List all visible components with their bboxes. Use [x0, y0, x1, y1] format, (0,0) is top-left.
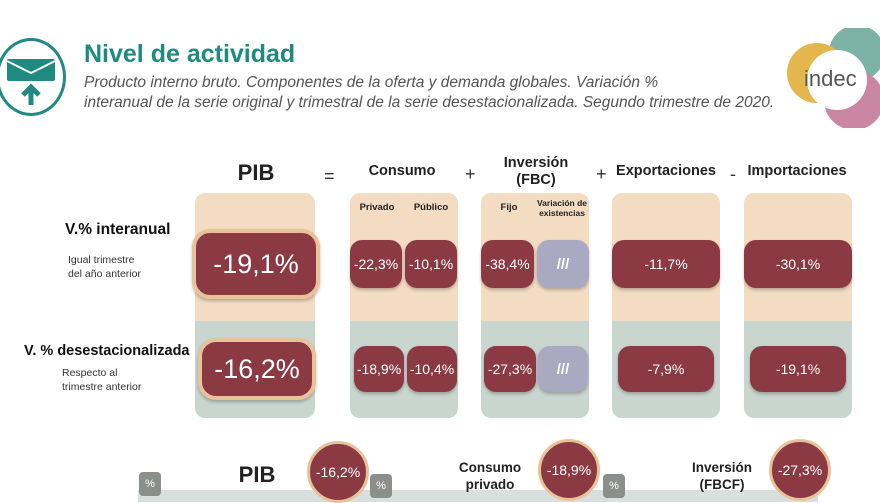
value-privado-interanual: -22,3%	[350, 240, 402, 288]
row-sub-desest-line2: trimestre anterior	[62, 381, 142, 393]
row-sub-desest: Respecto al trimestre anterior	[62, 366, 141, 394]
subheader-publico: Público	[413, 202, 449, 213]
plus-sign-1: +	[465, 164, 476, 184]
value-privado-desest: -18,9%	[354, 346, 404, 392]
row-label-desest: V. % desestacionalizada	[24, 343, 190, 359]
row-sub-interanual-line2: del año anterior	[68, 268, 141, 280]
bottom-inversion-value: -27,3%	[769, 439, 831, 501]
value-exportaciones-interanual: -11,7%	[612, 240, 720, 288]
bottom-pib-label: PIB	[238, 462, 276, 487]
row-sub-desest-line1: Respecto al	[62, 367, 118, 379]
subheader-variacion: Variación de existencias	[534, 198, 590, 218]
percent-badge-1: %	[139, 472, 161, 496]
chart-upload-icon	[0, 38, 66, 116]
header-inversion-line1: Inversión	[503, 155, 569, 171]
header-pib: PIB	[237, 160, 275, 185]
header-consumo: Consumo	[368, 163, 436, 179]
bottom-consumo-value: -18,9%	[538, 439, 600, 501]
header-exportaciones: Exportaciones	[616, 163, 716, 179]
bottom-strip-band	[138, 490, 818, 502]
value-publico-desest: -10,4%	[407, 346, 457, 392]
value-variacion-desest: ///	[538, 346, 588, 392]
value-pib-desest: -16,2%	[198, 338, 316, 400]
value-importaciones-desest: -19,1%	[750, 346, 846, 392]
bottom-inversion-line1: Inversión	[691, 460, 753, 475]
subheader-privado: Privado	[359, 202, 395, 213]
subtitle-line-2: interanual de la serie original y trimes…	[84, 94, 775, 111]
value-publico-interanual: -10,1%	[405, 240, 457, 288]
value-exportaciones-desest: -7,9%	[618, 346, 714, 392]
bottom-inversion-line2: (FBCF)	[699, 477, 745, 492]
row-sub-interanual: Igual trimestre del año anterior	[68, 253, 141, 281]
bottom-consumo-line1: Consumo	[458, 460, 522, 475]
bottom-consumo-label: Consumo privado	[448, 459, 532, 493]
subheader-variacion-line1: Variación de	[536, 198, 588, 208]
header-inversion-line2: (FBC)	[516, 172, 556, 188]
value-fijo-desest: -27,3%	[484, 346, 536, 392]
indec-logo: indec	[782, 25, 880, 130]
value-pib-interanual: -19,1%	[192, 229, 320, 299]
row-sub-interanual-line1: Igual trimestre	[68, 254, 135, 266]
value-fijo-interanual: -38,4%	[481, 240, 534, 288]
bottom-inversion-label: Inversión (FBCF)	[680, 459, 764, 493]
subheader-variacion-line2: existencias	[539, 208, 585, 218]
page-title: Nivel de actividad	[84, 40, 296, 68]
percent-badge-2: %	[370, 474, 392, 498]
value-importaciones-interanual: -30,1%	[744, 240, 852, 288]
minus-sign: -	[730, 164, 736, 184]
header-importaciones: Importaciones	[747, 163, 847, 179]
equals-sign: =	[324, 166, 335, 186]
row-label-interanual: V.% interanual	[65, 221, 171, 238]
value-variacion-interanual: ///	[537, 240, 589, 288]
percent-badge-3: %	[603, 474, 625, 498]
subheader-fijo: Fijo	[500, 202, 518, 213]
plus-sign-2: +	[596, 164, 607, 184]
bottom-pib-value: -16,2%	[307, 441, 369, 503]
indec-logo-text: indec	[804, 66, 857, 91]
header-inversion: Inversión (FBC)	[484, 155, 588, 189]
bottom-consumo-line2: privado	[465, 477, 515, 492]
page-subtitle: Producto interno bruto. Componentes de l…	[84, 73, 784, 113]
subtitle-line-1: Producto interno bruto. Componentes de l…	[84, 74, 659, 91]
